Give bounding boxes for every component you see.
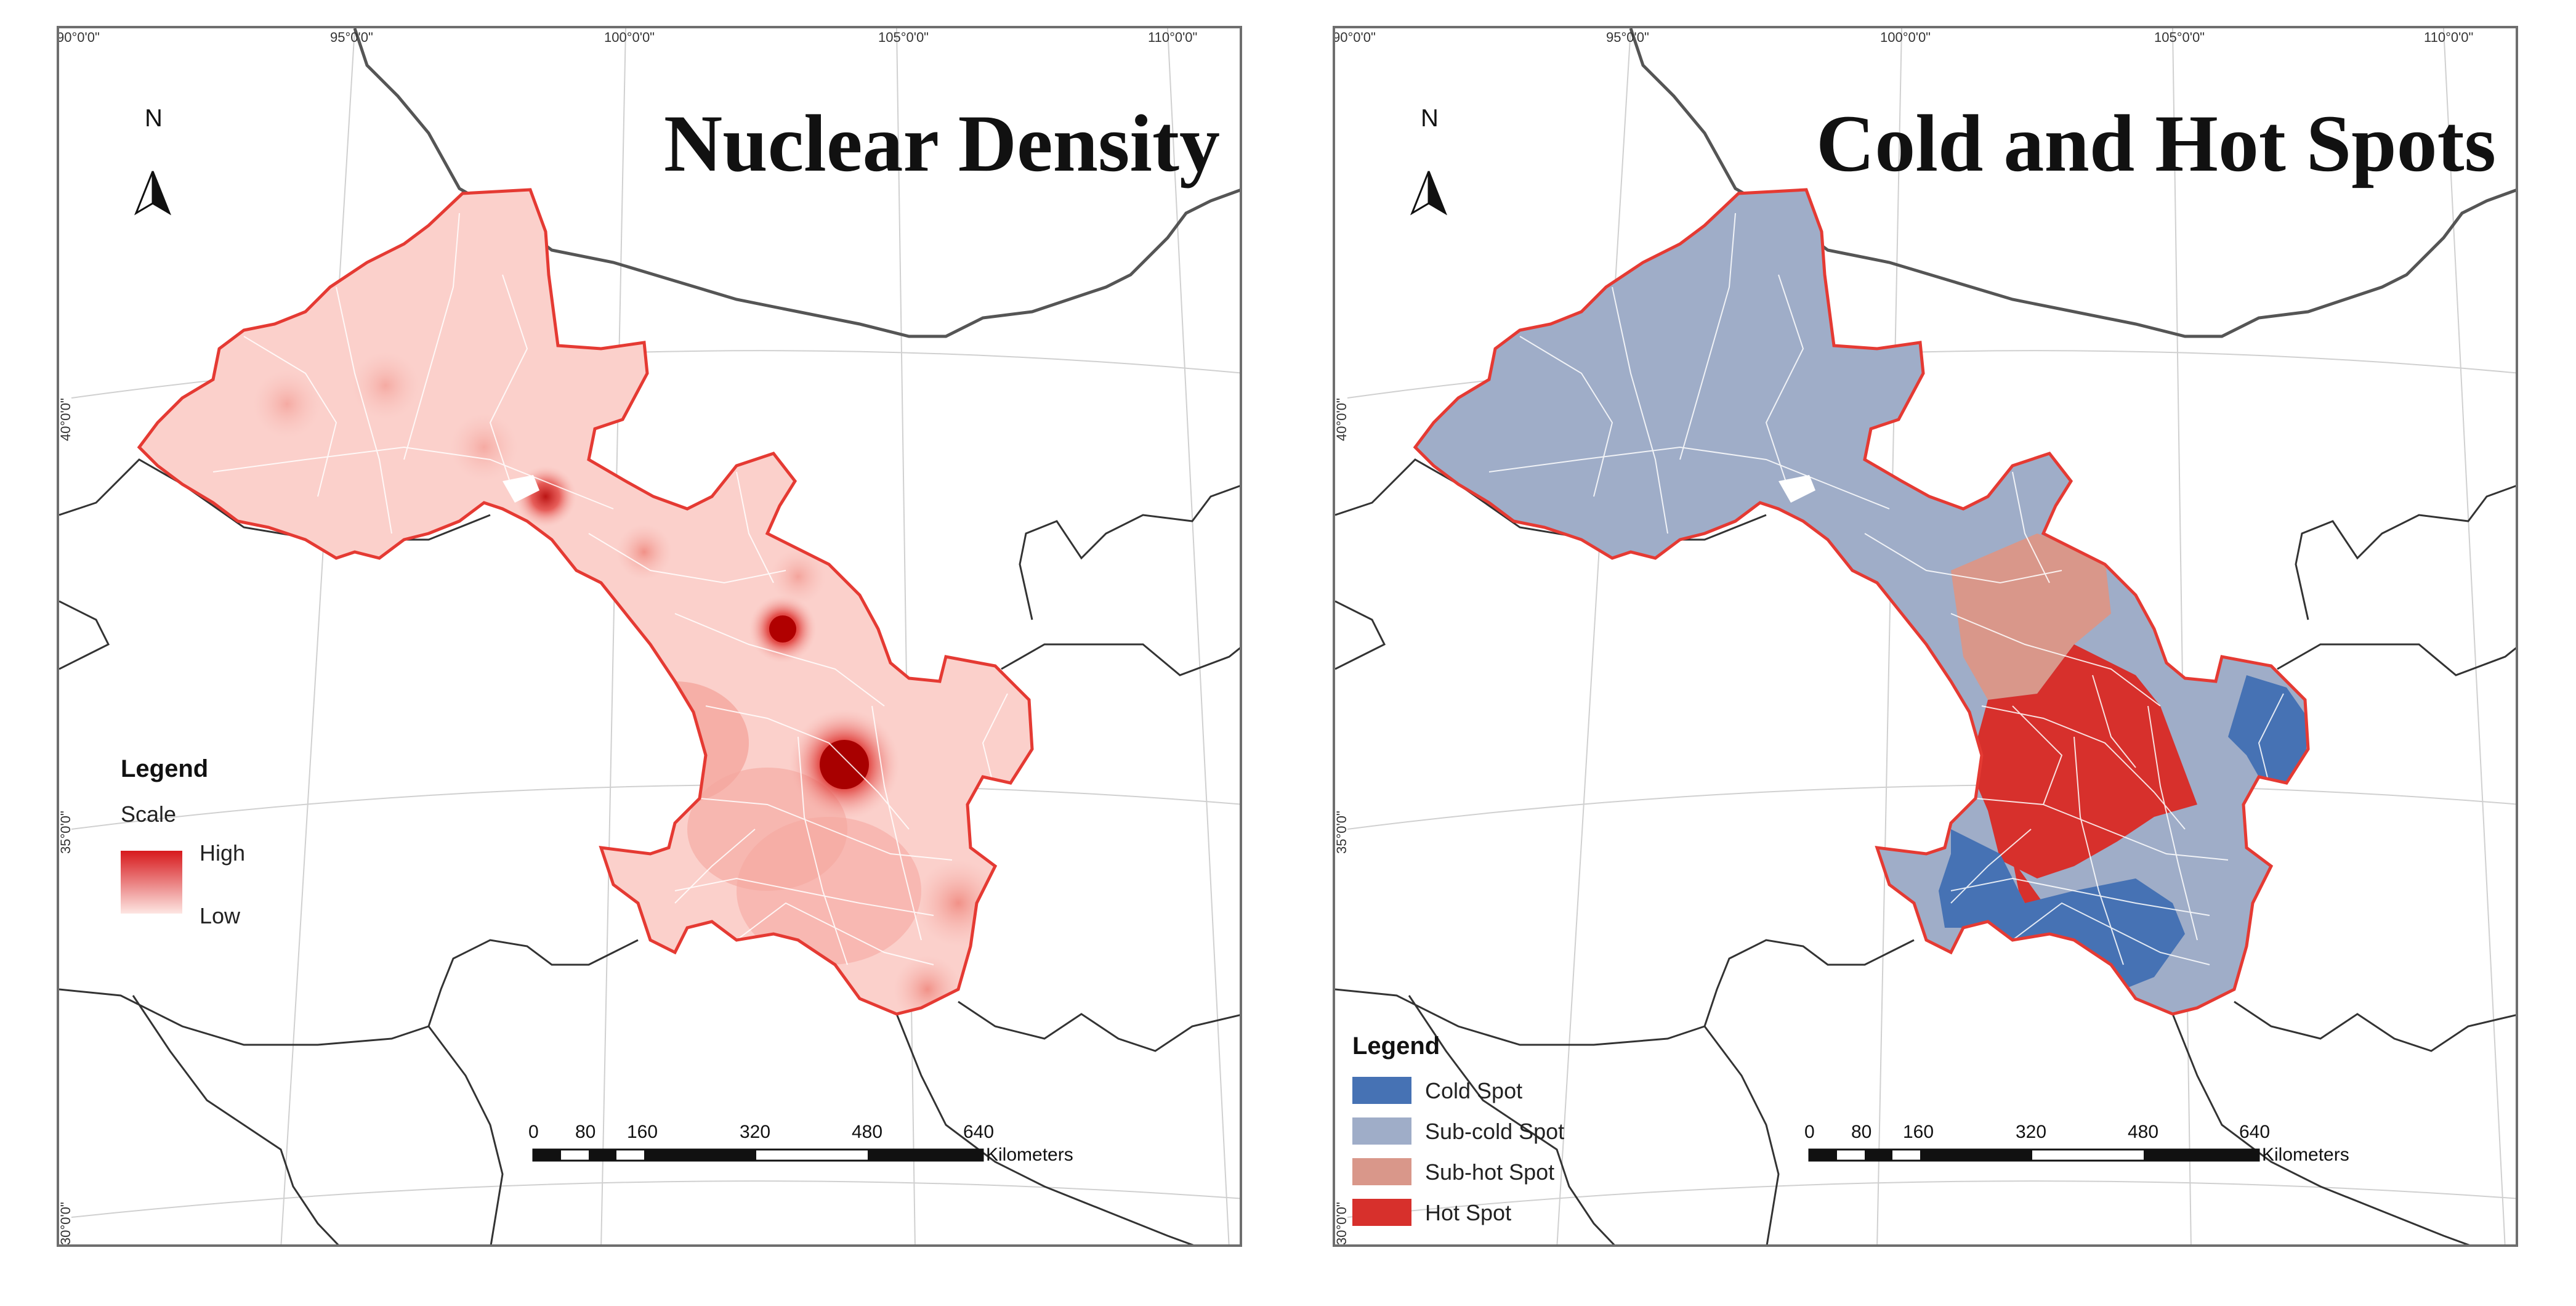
boundary-lines bbox=[1335, 28, 2516, 1244]
scale-tick-320: 320 bbox=[2016, 1122, 2047, 1142]
graticule bbox=[1347, 28, 2516, 1244]
scale-unit: Kilometers bbox=[986, 1145, 1073, 1165]
scale-tick-640: 640 bbox=[963, 1122, 995, 1142]
cold-region-east bbox=[2228, 675, 2308, 783]
density-map bbox=[59, 28, 1240, 1244]
scale-bar bbox=[1808, 1148, 2260, 1162]
graticule bbox=[71, 28, 1240, 1244]
hotspot-map bbox=[1335, 28, 2516, 1244]
map-panel-nuclear-density: 90°0'0" 95°0'0" 100°0'0" 105°0'0" 110°0'… bbox=[57, 26, 1242, 1247]
scale-tick-0: 0 bbox=[528, 1122, 539, 1142]
scale-tick-160: 160 bbox=[1903, 1122, 1934, 1142]
scale-tick-0: 0 bbox=[1804, 1122, 1815, 1142]
lon-label-105: 105°0'0" bbox=[878, 30, 929, 45]
lat-label-30: 30°0'0" bbox=[58, 1202, 73, 1245]
north-arrow-icon bbox=[1410, 171, 1448, 216]
spot-classes bbox=[1415, 190, 2308, 1014]
study-region-outline bbox=[137, 188, 1034, 1016]
study-region-outline bbox=[1413, 188, 2310, 1016]
legend-swatch-sub-cold-spot bbox=[1352, 1117, 1411, 1145]
lon-label-95: 95°0'0" bbox=[1606, 30, 1649, 45]
legend-swatch-cold-spot bbox=[1352, 1077, 1411, 1104]
lon-label-100: 100°0'0" bbox=[604, 30, 655, 45]
enclave-white bbox=[1779, 475, 1815, 503]
legend-label-sub-cold-spot: Sub-cold Spot bbox=[1425, 1119, 1565, 1144]
cold-region-south bbox=[1939, 829, 2185, 989]
scale-tick-80: 80 bbox=[575, 1122, 596, 1142]
scale-tick-640: 640 bbox=[2239, 1122, 2271, 1142]
legend-label-cold-spot: Cold Spot bbox=[1425, 1078, 1523, 1103]
scale-tick-320: 320 bbox=[740, 1122, 771, 1142]
legend-label-sub-hot-spot: Sub-hot Spot bbox=[1425, 1159, 1555, 1185]
boundary-lines bbox=[59, 28, 1240, 1244]
lon-label-110: 110°0'0" bbox=[1148, 30, 1198, 45]
scale-tick-160: 160 bbox=[627, 1122, 658, 1142]
map-title: Cold and Hot Spots bbox=[1815, 98, 2496, 189]
map-title: Nuclear Density bbox=[663, 98, 1220, 189]
legend-label-hot-spot: Hot Spot bbox=[1425, 1200, 1512, 1225]
lon-label-90: 90°0'0" bbox=[57, 30, 100, 45]
map-panel-cold-hot-spots: 90°0'0" 95°0'0" 100°0'0" 105°0'0" 110°0'… bbox=[1333, 26, 2518, 1247]
sub-hot-region bbox=[1951, 533, 2111, 700]
north-label: N bbox=[145, 105, 163, 132]
scale-tick-80: 80 bbox=[1851, 1122, 1872, 1142]
legend-swatch-hot-spot bbox=[1352, 1199, 1411, 1226]
legend-subtitle: Scale bbox=[121, 801, 177, 827]
hot-region bbox=[1969, 644, 2197, 878]
lon-label-90: 90°0'0" bbox=[1333, 30, 1376, 45]
north-label: N bbox=[1421, 105, 1439, 132]
lat-label-35: 35°0'0" bbox=[1334, 811, 1349, 854]
legend-low-label: Low bbox=[200, 903, 241, 928]
lon-label-95: 95°0'0" bbox=[330, 30, 373, 45]
scale-tick-480: 480 bbox=[2128, 1122, 2159, 1142]
lon-label-110: 110°0'0" bbox=[2424, 30, 2474, 45]
enclave-white bbox=[503, 475, 539, 503]
lon-label-100: 100°0'0" bbox=[1880, 30, 1931, 45]
scale-tick-480: 480 bbox=[852, 1122, 883, 1142]
legend-title: Legend bbox=[121, 755, 209, 782]
legend-gradient-swatch bbox=[121, 851, 182, 914]
north-arrow-icon bbox=[134, 171, 172, 216]
scale-unit: Kilometers bbox=[2262, 1145, 2349, 1165]
lat-label-35: 35°0'0" bbox=[58, 811, 73, 854]
sub-cold-region bbox=[1415, 190, 2308, 1014]
legend-swatch-sub-hot-spot bbox=[1352, 1158, 1411, 1185]
legend-high-label: High bbox=[200, 840, 246, 866]
lat-label-40: 40°0'0" bbox=[58, 398, 73, 441]
scale-bar bbox=[532, 1148, 984, 1162]
lat-label-40: 40°0'0" bbox=[1334, 398, 1349, 441]
legend-title: Legend bbox=[1352, 1032, 1440, 1060]
lon-label-105: 105°0'0" bbox=[2154, 30, 2205, 45]
lat-label-30: 30°0'0" bbox=[1334, 1202, 1349, 1245]
